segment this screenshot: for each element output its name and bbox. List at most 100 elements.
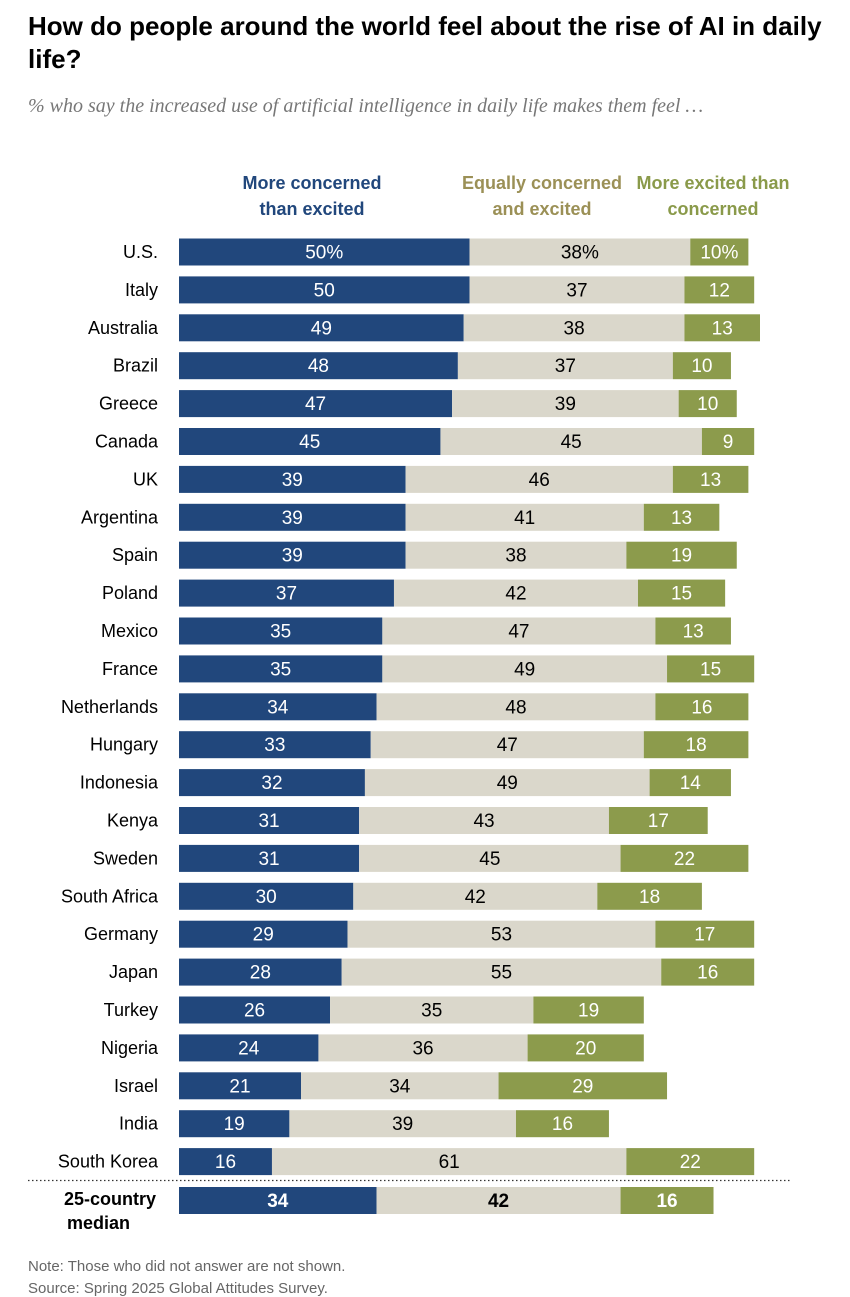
row-india-label: India	[119, 1114, 159, 1134]
row-south-africa-value-equal: 42	[465, 887, 486, 908]
row-u-s--bar-excited	[690, 238, 749, 266]
chart-source: Source: Spring 2025 Global Attitudes Sur…	[28, 1280, 328, 1297]
row-turkey-value-equal: 35	[421, 1001, 442, 1022]
row-australia-bar-concerned	[179, 314, 464, 342]
row-indonesia-bar-equal	[364, 769, 650, 797]
row-israel-label: Israel	[114, 1076, 158, 1096]
row-brazil-bar-equal	[457, 352, 673, 380]
row-canada-value-concerned: 45	[299, 432, 320, 453]
row-mexico-value-excited: 13	[683, 622, 704, 643]
row-kenya-bar-equal	[359, 807, 609, 834]
row-turkey-bar-concerned	[179, 996, 331, 1024]
row-india-bar-concerned	[179, 1110, 290, 1138]
row-kenya-bar-concerned	[179, 807, 360, 834]
row-turkey-label: Turkey	[104, 1000, 158, 1020]
row-italy-label: Italy	[125, 280, 158, 300]
row-canada-bar-excited	[701, 428, 755, 455]
row-argentina-bar-excited	[643, 503, 720, 531]
row-greece-bar-concerned	[179, 390, 453, 418]
row-germany-value-excited: 17	[694, 925, 715, 946]
row-spain-bar-excited	[626, 541, 737, 569]
row-south-korea-value-equal: 61	[439, 1152, 460, 1173]
row-median-bar-concerned	[179, 1187, 377, 1214]
row-france-bar-excited	[667, 655, 755, 683]
row-south-africa-value-excited: 18	[639, 887, 660, 908]
row-mexico-bar-concerned	[179, 617, 383, 645]
row-italy-value-concerned: 50	[314, 280, 335, 301]
row-brazil-value-concerned: 48	[308, 356, 329, 377]
row-germany-bar-concerned	[179, 920, 348, 948]
stacked-bar-chart: U.S. 50% 38% 10% Italy 50 37 12 Australia 49 38 13 B…	[28, 238, 790, 1233]
row-poland-value-excited: 15	[671, 584, 692, 605]
row-australia-value-concerned: 49	[311, 318, 332, 339]
row-japan-bar-concerned	[179, 958, 342, 986]
row-japan-bar-excited	[661, 958, 755, 986]
row-kenya-value-concerned: 31	[258, 811, 279, 832]
row-u-s--bar-concerned	[179, 238, 470, 266]
row-indonesia-label: Indonesia	[80, 773, 159, 793]
row-greece-label: Greece	[99, 394, 158, 414]
row-india-value-excited: 16	[552, 1114, 573, 1135]
row-sweden-label: Sweden	[93, 848, 158, 868]
row-italy-value-equal: 37	[566, 280, 587, 301]
row-hungary-value-equal: 47	[497, 735, 518, 756]
row-australia-label: Australia	[88, 318, 159, 338]
row-indonesia-value-concerned: 32	[261, 773, 282, 794]
row-spain-value-equal: 38	[505, 546, 526, 567]
row-canada-value-excited: 9	[723, 432, 734, 453]
row-south-korea-label: South Korea	[58, 1152, 159, 1172]
row-brazil-bar-concerned	[179, 352, 458, 380]
row-nigeria-bar-excited	[527, 1034, 644, 1062]
chart-subtitle: % who say the increased use of artificia…	[28, 95, 704, 117]
row-spain-value-concerned: 39	[282, 546, 303, 567]
row-turkey-value-excited: 19	[578, 1001, 599, 1022]
row-mexico-value-concerned: 35	[270, 622, 291, 643]
row-mexico-bar-equal	[382, 617, 656, 645]
row-canada-label: Canada	[95, 432, 159, 452]
row-hungary-bar-concerned	[179, 731, 371, 759]
row-nigeria-label: Nigeria	[101, 1038, 159, 1058]
row-hungary-value-concerned: 33	[264, 735, 285, 756]
row-uk-value-equal: 46	[529, 470, 550, 491]
row-india-value-concerned: 19	[224, 1114, 245, 1135]
row-median-value-excited: 16	[656, 1191, 677, 1212]
row-median-value-equal: 42	[488, 1191, 509, 1212]
row-hungary-label: Hungary	[90, 735, 158, 755]
row-germany-value-concerned: 29	[253, 925, 274, 946]
row-france-bar-equal	[382, 655, 668, 683]
row-sweden-value-excited: 22	[674, 849, 695, 870]
row-poland-value-concerned: 37	[276, 584, 297, 605]
row-median-bar-excited	[620, 1187, 714, 1214]
row-indonesia-bar-concerned	[179, 769, 365, 797]
chart-title: How do people around the world feel abou…	[28, 11, 822, 74]
row-australia-bar-equal	[463, 314, 685, 342]
row-netherlands-value-equal: 48	[505, 697, 526, 718]
legend-concerned: More concerned than excited	[242, 173, 382, 219]
row-netherlands-value-excited: 16	[691, 697, 712, 718]
row-u-s--value-excited: 10%	[700, 243, 738, 264]
row-greece-value-excited: 10	[697, 394, 718, 415]
row-uk-bar-concerned	[179, 465, 406, 493]
row-sweden-bar-excited	[620, 844, 749, 872]
row-spain-value-excited: 19	[671, 546, 692, 567]
row-france-label: France	[102, 659, 158, 679]
row-greece-value-equal: 39	[555, 394, 576, 415]
row-italy-bar-equal	[469, 276, 685, 304]
row-israel-value-concerned: 21	[229, 1076, 250, 1097]
legend-excited: More excited than concerned	[636, 173, 790, 219]
row-nigeria-value-concerned: 24	[238, 1038, 260, 1059]
row-south-korea-value-concerned: 16	[215, 1152, 236, 1173]
row-israel-bar-excited	[498, 1072, 668, 1100]
row-nigeria-bar-equal	[318, 1034, 528, 1062]
row-netherlands-label: Netherlands	[61, 697, 158, 717]
row-greece-bar-excited	[678, 390, 737, 418]
row-netherlands-value-concerned: 34	[267, 697, 289, 718]
row-argentina-bar-concerned	[179, 503, 406, 531]
row-india-bar-excited	[515, 1110, 609, 1138]
row-south-africa-bar-equal	[353, 882, 598, 910]
row-netherlands-bar-excited	[655, 693, 749, 721]
row-mexico-label: Mexico	[101, 621, 158, 641]
row-median-bar-equal	[376, 1187, 621, 1214]
row-u-s--label: U.S.	[123, 242, 158, 262]
row-indonesia-value-equal: 49	[497, 773, 518, 794]
